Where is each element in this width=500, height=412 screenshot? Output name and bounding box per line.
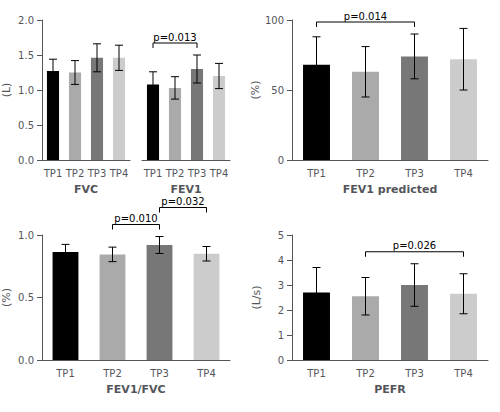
svg-text:TP4: TP4 — [209, 168, 229, 179]
svg-text:0: 0 — [278, 355, 284, 366]
svg-text:50: 50 — [271, 85, 284, 96]
svg-text:TP4: TP4 — [196, 368, 216, 379]
svg-text:2.0: 2.0 — [18, 15, 34, 26]
svg-text:p=0.014: p=0.014 — [344, 11, 387, 22]
svg-text:TP4: TP4 — [109, 168, 129, 179]
svg-text:1: 1 — [278, 330, 284, 341]
svg-text:0.5: 0.5 — [18, 292, 34, 303]
svg-text:FEV1 predicted: FEV1 predicted — [343, 183, 438, 196]
svg-text:1.0: 1.0 — [18, 230, 34, 241]
svg-text:FVC: FVC — [74, 183, 98, 196]
svg-text:PEFR: PEFR — [374, 383, 406, 396]
svg-text:TP2: TP2 — [355, 368, 375, 379]
svg-text:(L/s): (L/s) — [250, 285, 263, 309]
svg-text:TP2: TP2 — [355, 168, 375, 179]
svg-text:FEV1: FEV1 — [170, 183, 201, 196]
svg-text:(%): (%) — [0, 288, 13, 307]
svg-text:FEV1/FVC: FEV1/FVC — [106, 383, 165, 396]
svg-text:p=0.013: p=0.013 — [153, 32, 196, 43]
svg-text:p=0.010: p=0.010 — [114, 213, 157, 224]
svg-text:TP3: TP3 — [149, 368, 169, 379]
svg-text:100: 100 — [265, 15, 284, 26]
svg-text:1.0: 1.0 — [18, 85, 34, 96]
svg-text:TP1: TP1 — [55, 368, 75, 379]
svg-text:p=0.026: p=0.026 — [393, 240, 436, 251]
svg-text:TP1: TP1 — [143, 168, 163, 179]
svg-text:TP1: TP1 — [306, 168, 326, 179]
svg-text:TP4: TP4 — [453, 368, 473, 379]
svg-text:0.0: 0.0 — [18, 155, 34, 166]
svg-text:TP1: TP1 — [43, 168, 63, 179]
svg-text:(%): (%) — [249, 80, 262, 99]
svg-text:TP3: TP3 — [404, 168, 424, 179]
svg-text:(L): (L) — [0, 83, 13, 98]
svg-text:0.5: 0.5 — [18, 120, 34, 131]
svg-text:TP2: TP2 — [165, 168, 185, 179]
svg-text:4: 4 — [278, 255, 284, 266]
svg-text:p=0.032: p=0.032 — [161, 196, 204, 207]
svg-text:0.0: 0.0 — [18, 355, 34, 366]
svg-text:TP2: TP2 — [102, 368, 122, 379]
svg-text:TP3: TP3 — [404, 368, 424, 379]
svg-text:TP1: TP1 — [306, 368, 326, 379]
svg-text:5: 5 — [278, 230, 284, 241]
svg-text:0: 0 — [278, 155, 284, 166]
svg-text:TP3: TP3 — [187, 168, 207, 179]
svg-text:TP3: TP3 — [87, 168, 107, 179]
svg-text:2: 2 — [278, 305, 284, 316]
svg-text:TP2: TP2 — [65, 168, 85, 179]
svg-text:TP4: TP4 — [453, 168, 473, 179]
svg-text:1.5: 1.5 — [18, 50, 34, 61]
svg-text:3: 3 — [278, 280, 284, 291]
